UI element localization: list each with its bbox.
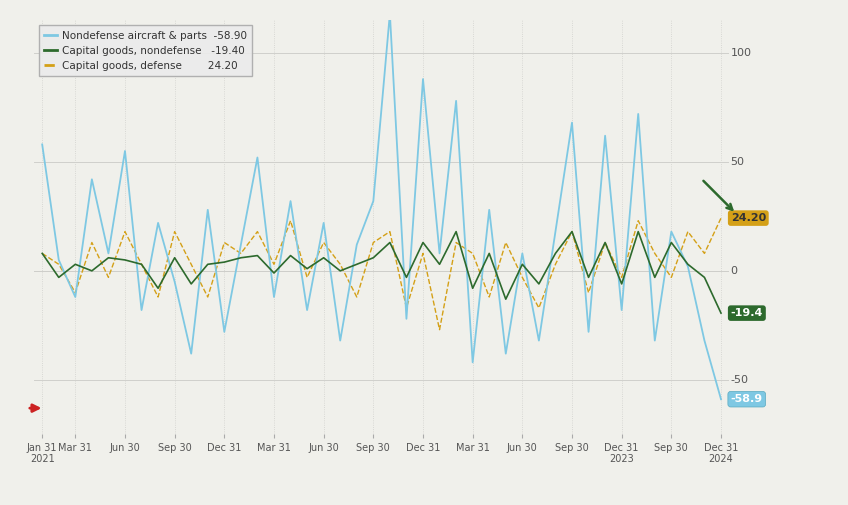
- Text: -19.4: -19.4: [731, 308, 763, 318]
- Text: 0: 0: [731, 266, 738, 276]
- Text: -58.9: -58.9: [731, 394, 763, 404]
- Text: 24.20: 24.20: [731, 213, 766, 223]
- Text: -50: -50: [731, 375, 749, 385]
- Text: 50: 50: [731, 157, 745, 167]
- Text: 100: 100: [731, 48, 751, 58]
- Legend: Nondefense aircraft & parts  -58.90, Capital goods, nondefense   -19.40, Capital: Nondefense aircraft & parts -58.90, Capi…: [39, 25, 252, 76]
